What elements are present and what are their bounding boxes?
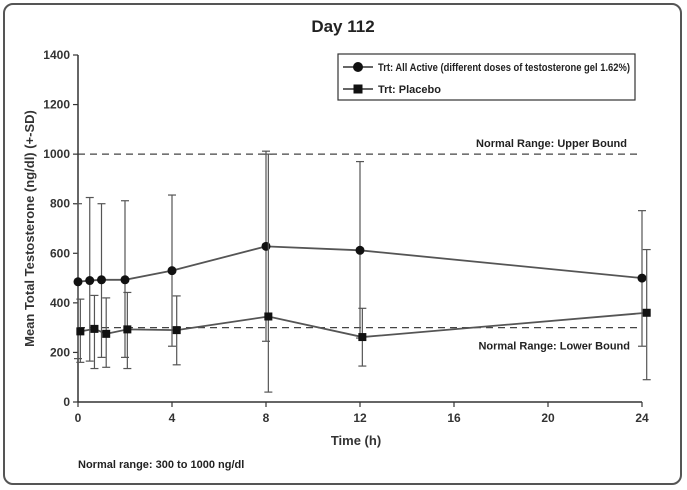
x-tick-label: 12: [353, 411, 367, 425]
upper-bound-label: Normal Range: Upper Bound: [476, 138, 627, 150]
data-point: [97, 275, 106, 285]
data-point: [637, 273, 647, 283]
x-tick-label: 20: [541, 411, 555, 425]
series-1: [76, 153, 651, 393]
y-tick-label: 800: [50, 197, 70, 211]
data-point: [172, 326, 181, 335]
data-point: [167, 266, 177, 276]
x-tick-label: 4: [169, 411, 176, 425]
data-point: [90, 324, 99, 333]
data-point: [76, 327, 85, 336]
data-point: [261, 241, 271, 251]
y-tick-label: 400: [50, 296, 70, 310]
x-axis-label: Time (h): [331, 433, 381, 448]
series-layer: [73, 150, 651, 393]
data-point: [102, 329, 111, 338]
y-tick-label: 1400: [43, 48, 70, 62]
y-tick-label: 200: [50, 345, 70, 359]
legend-label-placebo: Trt: Placebo: [378, 84, 441, 96]
y-tick-label: 1000: [43, 147, 70, 161]
axes: 0 200 400 600 800 1000 1200 1400 0 4 8 12 16 20 24: [43, 48, 649, 425]
footnote: Normal range: 300 to 1000 ng/dl: [78, 459, 244, 471]
chart-title: Day 112: [311, 17, 374, 36]
y-tick-label: 600: [50, 246, 70, 260]
data-point: [264, 312, 273, 321]
legend-box: [337, 53, 636, 101]
data-point: [73, 277, 83, 287]
x-tick-label: 16: [447, 411, 461, 425]
y-axis-label: Mean Total Testosterone (ng/dl) (+-SD): [22, 110, 37, 347]
x-tick-label: 24: [635, 411, 649, 425]
y-tick-label: 1200: [43, 98, 70, 112]
lower-bound-label: Normal Range: Lower Bound: [478, 341, 630, 353]
data-point: [120, 275, 130, 285]
data-point: [358, 333, 367, 342]
legend-marker-placebo: [353, 84, 363, 94]
legend-label-all-active: Trt: All Active (different doses of test…: [378, 62, 630, 74]
legend: Trt: All Active (different doses of test…: [337, 53, 636, 101]
data-point: [85, 276, 95, 286]
data-point: [355, 245, 365, 255]
x-tick-label: 8: [263, 411, 270, 425]
x-tick-label: 0: [75, 411, 82, 425]
legend-marker-all-active: [353, 62, 363, 72]
data-point: [123, 325, 132, 334]
data-point: [642, 308, 651, 317]
y-tick-label: 0: [63, 395, 70, 409]
